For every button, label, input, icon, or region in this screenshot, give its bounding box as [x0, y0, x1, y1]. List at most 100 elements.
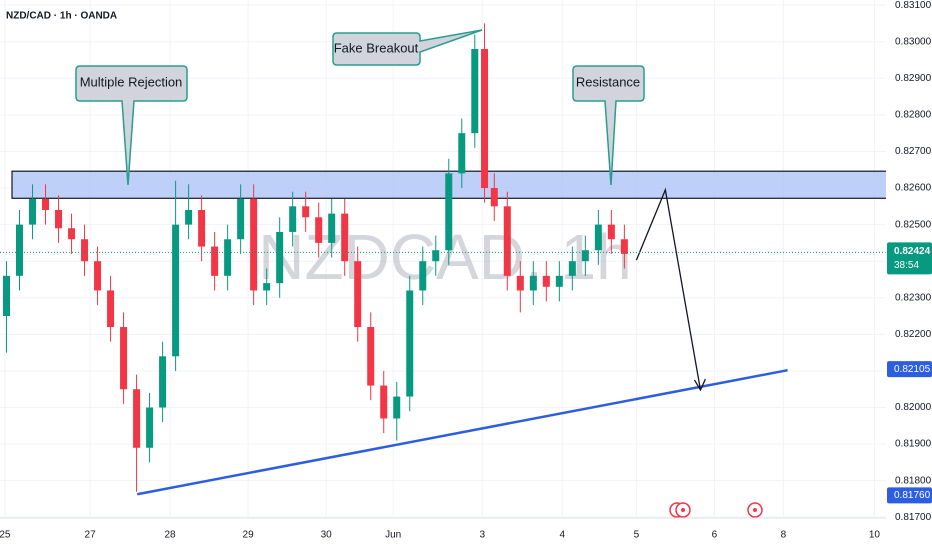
- x-tick-label: 25: [0, 530, 11, 541]
- candle-body: [211, 246, 219, 276]
- candle-body: [607, 224, 615, 240]
- candle-body: [529, 275, 537, 291]
- callout-box: [572, 65, 645, 186]
- price-axis: [886, 0, 932, 550]
- candle-body: [432, 250, 440, 262]
- x-tick-label: 29: [243, 530, 255, 541]
- candle-body: [380, 385, 388, 419]
- y-tick-label: 0.82600: [895, 183, 932, 194]
- callout-box: [75, 65, 188, 186]
- callout-box: [332, 29, 483, 66]
- candle-body: [594, 224, 602, 251]
- candle-body: [458, 133, 466, 174]
- y-tick-label: 0.83000: [895, 36, 932, 47]
- candle-body: [302, 206, 310, 218]
- x-tick-label: 28: [165, 530, 177, 541]
- candle-body: [276, 231, 284, 284]
- x-tick-label: 27: [85, 530, 97, 541]
- y-tick-label: 0.82200: [895, 329, 932, 340]
- candle-body: [620, 239, 628, 254]
- watermark: NZDCAD, 1h: [258, 221, 631, 293]
- candle-body: [568, 261, 576, 276]
- candle-body: [393, 396, 401, 419]
- candle-body: [224, 239, 232, 276]
- candle-body: [185, 209, 193, 225]
- candle-body: [542, 275, 550, 287]
- level-label: 0.81760: [894, 490, 931, 501]
- y-tick-label: 0.82300: [895, 292, 932, 303]
- candle-body: [419, 261, 427, 291]
- current-price-tag: [887, 242, 932, 275]
- candle-body: [55, 209, 63, 229]
- y-tick-label: 0.82000: [895, 402, 932, 413]
- level-label: 0.82105: [894, 364, 931, 375]
- candle-body: [237, 199, 245, 240]
- candle-body: [354, 261, 362, 328]
- candle-body: [315, 217, 323, 243]
- candle-body: [367, 327, 375, 386]
- callout-text: Multiple Rejection: [80, 74, 183, 89]
- candle-body: [406, 290, 414, 397]
- y-tick-label: 0.81800: [895, 475, 932, 486]
- candles: [3, 23, 628, 492]
- event-icon: [681, 508, 685, 512]
- candle-body: [172, 224, 180, 357]
- y-tick-label: 0.81900: [895, 439, 932, 450]
- lines: [0, 187, 886, 496]
- candle-body: [341, 213, 349, 262]
- candle-body: [289, 206, 297, 232]
- candle-body: [159, 356, 167, 408]
- callout-text: Fake Breakout: [334, 40, 419, 55]
- candle-body: [120, 327, 128, 390]
- candle-body: [250, 199, 258, 291]
- y-tick-label: 0.82500: [895, 219, 932, 230]
- candle-body: [581, 250, 589, 262]
- current-price-label: 0.82424: [894, 246, 931, 257]
- candle-body: [445, 173, 453, 251]
- x-tick-label: 30: [321, 530, 333, 541]
- candle-body: [42, 199, 50, 210]
- callouts: Multiple Rejection Fake Breakout Resista…: [75, 29, 645, 186]
- candle-body: [29, 199, 37, 225]
- arrow-head: [693, 378, 707, 392]
- countdown-label: 38:54: [894, 260, 919, 271]
- callout-text: Resistance: [576, 74, 640, 89]
- candle-body: [133, 389, 141, 448]
- candle-body: [81, 239, 89, 262]
- x-tick-label: 10: [869, 530, 881, 541]
- event-icon: [753, 508, 757, 512]
- candle-body: [503, 206, 511, 276]
- level-tag: [887, 361, 932, 378]
- y-tick-label: 0.83100: [895, 0, 932, 11]
- candle-body: [107, 290, 115, 328]
- candle-body: [94, 261, 102, 291]
- candle-body: [146, 407, 154, 448]
- y-tick-label: 0.82700: [895, 146, 932, 157]
- candle-body: [490, 188, 498, 207]
- candle-body: [471, 49, 479, 134]
- x-tick-label: 6: [712, 530, 718, 541]
- candle-body: [555, 275, 563, 287]
- event-icons: [669, 502, 763, 518]
- candle-body: [263, 283, 271, 291]
- candle-body: [198, 209, 206, 247]
- candle-body: [68, 228, 76, 240]
- level-tag: [887, 487, 932, 504]
- candle-body: [481, 49, 489, 189]
- x-tick-label: Jun: [385, 530, 401, 541]
- x-tick-label: 3: [479, 530, 485, 541]
- header: NZD/CAD · 1h · OANDA: [6, 11, 117, 22]
- y-tick-label: 0.82800: [895, 110, 932, 121]
- candle-body: [516, 275, 524, 291]
- y-tick-label: 0.82900: [895, 73, 932, 84]
- watermark-layer: NZDCAD, 1h: [258, 221, 631, 293]
- trendline: [136, 368, 788, 496]
- y-tick-label: 0.81700: [895, 512, 932, 523]
- projection-path: [635, 187, 702, 391]
- x-tick-label: 5: [634, 530, 640, 541]
- x-tick-label: 8: [781, 530, 787, 541]
- candle-body: [328, 213, 336, 243]
- candle-body: [16, 224, 24, 276]
